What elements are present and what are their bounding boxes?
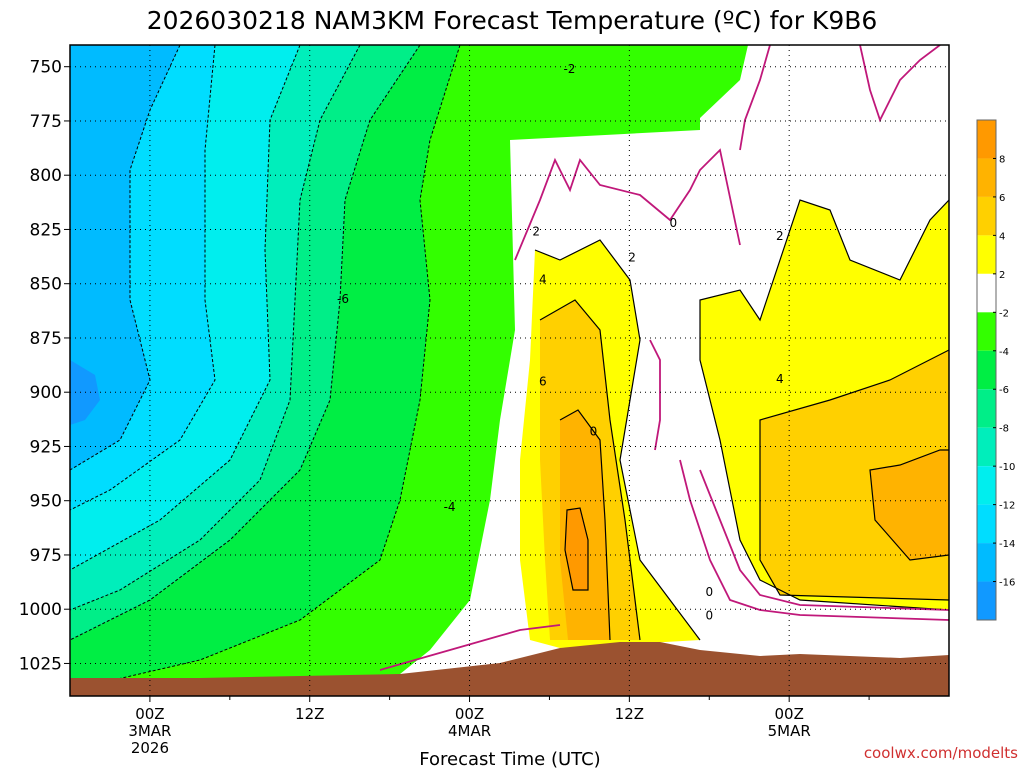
colorbar-label: -16: [999, 578, 1015, 589]
contour-labels: -6 -4 -2 2 4 6 0 0 2 2 4 0 0: [337, 62, 784, 623]
colorbar-label: -6: [999, 385, 1009, 396]
contour-line: [70, 45, 461, 691]
band-6-to-8-right: [870, 450, 949, 560]
y-tick-label: 875: [30, 329, 62, 349]
contour-label: 2: [532, 225, 540, 239]
colorbar-frame: [976, 119, 997, 621]
contour-label: 0: [669, 216, 677, 230]
y-tick-label: 925: [30, 437, 62, 457]
colorbar-swatch: [977, 273, 996, 313]
contour-label: -6: [337, 292, 349, 306]
band-green-top-right: [600, 45, 748, 118]
colorbar-swatch: [977, 235, 996, 274]
x-tick-date: 3MAR: [128, 722, 171, 740]
y-tick-label: 750: [30, 58, 62, 78]
contour-line: [699, 199, 949, 611]
chart-title: 2026030218 NAM3KM Forecast Temperature (…: [147, 6, 878, 35]
colorbar-swatch: [977, 158, 996, 197]
contour-label: -2: [563, 62, 575, 76]
colorbar-label: -10: [999, 462, 1015, 473]
colorbar-swatch: [977, 427, 996, 467]
colorbar-swatch: [977, 120, 996, 159]
contour-line: [759, 349, 949, 601]
colorbar-label: -2: [999, 308, 1009, 319]
y-tick-label: 975: [30, 546, 62, 566]
x-tick-label: 00Z: [455, 705, 484, 723]
contour-label: 0: [590, 424, 598, 438]
contour-line: [70, 45, 216, 511]
colorbar-swatch: [977, 466, 996, 505]
contour-line: [70, 45, 301, 571]
band-8-to-10-center: [565, 508, 588, 590]
x-tick-label: 12Z: [615, 705, 644, 723]
contour-label: 4: [776, 372, 784, 386]
plot-frame: [69, 44, 950, 697]
x-tick-year: 2026: [131, 739, 169, 757]
colorbar-label: -12: [999, 501, 1015, 512]
colorbar-swatch: [977, 504, 996, 544]
zero-contour-line: [699, 469, 949, 611]
colorbar-label: 2: [999, 270, 1005, 281]
zero-contour-line: [514, 148, 741, 261]
contour-line: [559, 409, 611, 641]
colorbar-label: 8: [999, 154, 1005, 165]
contour-label: 4: [539, 272, 547, 286]
y-tick-label: 825: [30, 220, 62, 240]
y-tick-label: 950: [30, 492, 62, 512]
terrain: [70, 642, 949, 696]
contour-label: 2: [776, 229, 784, 243]
y-tick-label: 800: [30, 166, 62, 186]
contour-line: [70, 45, 421, 641]
y-tick-label: 775: [30, 112, 62, 132]
x-tick-date: 4MAR: [448, 722, 491, 740]
y-tick-label: 900: [30, 383, 62, 403]
y-tick-label: 850: [30, 275, 62, 295]
colorbar-label: -14: [999, 539, 1015, 550]
colorbar-label: -4: [999, 347, 1009, 358]
band-minus14-to-minus16: [70, 45, 180, 470]
credit-link[interactable]: coolwx.com/modelts: [864, 744, 1018, 762]
zero-contours: [379, 45, 949, 671]
contour-line: [564, 507, 589, 591]
x-axis-label: Forecast Time (UTC): [419, 749, 600, 768]
contour-label: 0: [705, 609, 713, 623]
negative-contours: [70, 45, 461, 691]
contour-line: [869, 449, 949, 561]
colorbar-swatch: [977, 196, 996, 236]
x-tick-label: 00Z: [135, 705, 164, 723]
x-tick-label: 00Z: [774, 705, 803, 723]
contour-label: 6: [539, 374, 547, 388]
contour-line: [534, 239, 701, 641]
x-tick-label: 12Z: [295, 705, 324, 723]
zero-contour-line: [859, 45, 941, 123]
colorbar-label: 4: [999, 231, 1005, 242]
colorbar-swatch: [977, 350, 996, 390]
colorbar-swatch: [977, 312, 996, 351]
colorbar-label: 6: [999, 193, 1005, 204]
zero-contour-line: [649, 339, 661, 451]
contour-label: 0: [705, 585, 713, 599]
contour-label: 2: [628, 251, 636, 265]
colorbar: 8 6 4 2 -2 -4 -6 -8 -10 -12 -14 -16: [976, 119, 1015, 621]
y-axis: 750 775 800 825 850 875 900 925 950 975 1000 1025: [19, 58, 70, 674]
gridlines: [70, 45, 949, 696]
y-tick-label: 1000: [19, 600, 62, 620]
colorbar-label: -8: [999, 424, 1009, 435]
zero-contour-line: [379, 624, 561, 671]
zero-contour-line: [679, 459, 949, 621]
x-tick-date: 5MAR: [768, 722, 811, 740]
colorbar-swatch: [977, 389, 996, 428]
colorbar-swatch: [977, 543, 996, 582]
plot-area: [70, 45, 949, 696]
contour-line: [70, 45, 361, 611]
zero-contour-line: [739, 45, 771, 151]
contour-label: -4: [444, 500, 456, 514]
positive-contours: [534, 199, 949, 641]
y-tick-label: 1025: [19, 654, 62, 674]
contour-line: [539, 299, 641, 641]
colorbar-swatch: [977, 581, 996, 620]
